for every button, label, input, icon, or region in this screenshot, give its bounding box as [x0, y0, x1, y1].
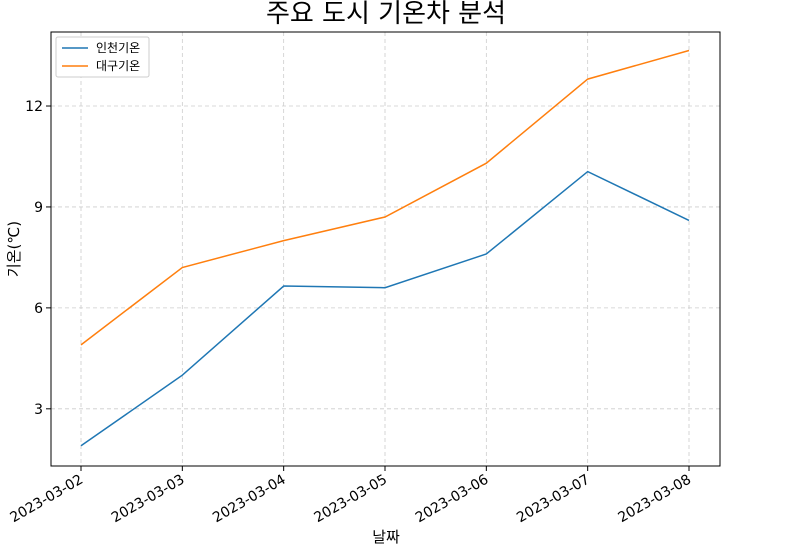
- series-lines: [80, 49, 690, 447]
- x-tick-label: 2023-03-03: [109, 472, 187, 527]
- legend-label-incheon: 인천기온: [96, 40, 140, 55]
- legend-label-daegu: 대구기온: [96, 59, 140, 73]
- axis-ticks: 2023-03-02 2023-03-03 2023-03-04 2023-03-05…: [8, 99, 694, 526]
- x-tick-label: 2023-03-07: [514, 472, 592, 527]
- x-tick-label: 2023-03-08: [616, 472, 694, 527]
- plot-frame: [50, 31, 721, 467]
- series-line-1: [80, 49, 690, 346]
- x-tick-label: 2023-03-02: [8, 472, 86, 527]
- legend-box: [55, 36, 150, 78]
- grid: [51, 32, 720, 466]
- y-tick-label: 3: [34, 402, 43, 418]
- chart-title: 주요 도시 기온차 분석: [266, 0, 506, 29]
- series-line-0: [80, 170, 690, 447]
- x-tick-label: 2023-03-04: [210, 472, 289, 527]
- legend: 인천기온 대구기온: [55, 36, 150, 78]
- y-tick-label: 9: [34, 200, 43, 216]
- x-tick-label: 2023-03-05: [312, 472, 390, 527]
- y-tick-label: 12: [25, 99, 43, 115]
- y-tick-label: 6: [34, 301, 43, 317]
- x-axis-label: 날짜: [372, 528, 400, 546]
- y-axis-label: 기온(℃): [5, 221, 23, 277]
- x-tick-label: 2023-03-06: [413, 472, 492, 527]
